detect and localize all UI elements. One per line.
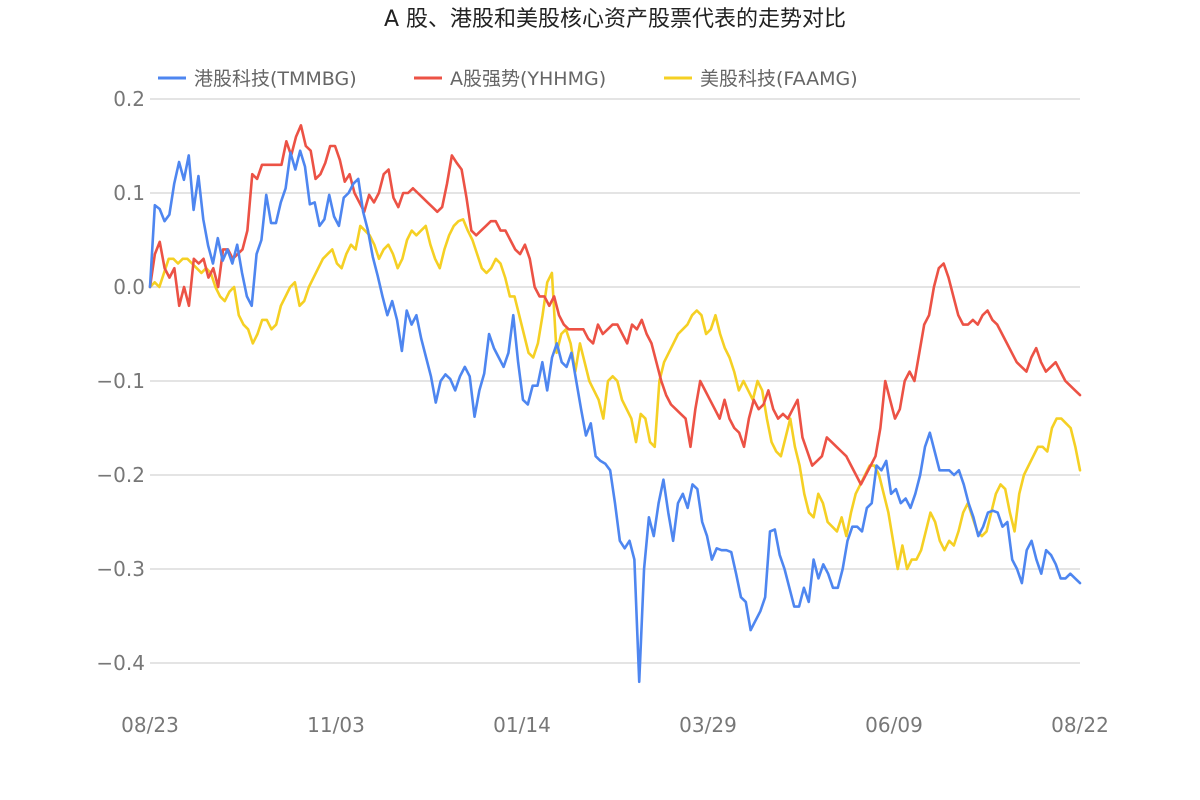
x-tick-label: 08/22 (1051, 713, 1109, 737)
chart-title: A 股、港股和美股核心资产股票代表的走势对比 (384, 7, 846, 32)
legend-label-faamg: 美股科技(FAAMG) (700, 68, 858, 90)
legend-item-tmmbg: 港股科技(TMMBG) (158, 68, 357, 90)
y-tick-label: 0.2 (113, 87, 145, 111)
series-line-1 (148, 124, 1082, 486)
y-tick-label: −0.4 (96, 651, 145, 675)
y-tick-label: −0.1 (96, 369, 145, 393)
plot-area (148, 124, 1082, 684)
legend-item-yhhmg: A股强势(YHHMG) (414, 68, 606, 90)
x-tick-label: 11/03 (307, 713, 365, 737)
grid-lines (150, 98, 1080, 664)
x-tick-label: 08/23 (121, 713, 179, 737)
y-tick-label: 0.1 (113, 181, 145, 205)
y-tick-label: 0.0 (113, 275, 145, 299)
series-line-2 (148, 218, 1082, 571)
series-line-0 (148, 149, 1082, 684)
x-tick-label: 06/09 (865, 713, 923, 737)
y-tick-label: −0.3 (96, 557, 145, 581)
legend-label-tmmbg: 港股科技(TMMBG) (194, 68, 357, 90)
x-tick-label: 03/29 (679, 713, 737, 737)
y-tick-label: −0.2 (96, 463, 145, 487)
x-axis: 08/23 11/03 01/14 03/29 06/09 08/22 (121, 713, 1109, 737)
x-tick-label: 01/14 (493, 713, 551, 737)
legend-label-yhhmg: A股强势(YHHMG) (450, 68, 606, 90)
y-axis: 0.2 0.1 0.0 −0.1 −0.2 −0.3 −0.4 (96, 87, 145, 675)
legend-item-faamg: 美股科技(FAAMG) (664, 68, 858, 90)
legend: 港股科技(TMMBG) A股强势(YHHMG) 美股科技(FAAMG) (158, 68, 858, 90)
